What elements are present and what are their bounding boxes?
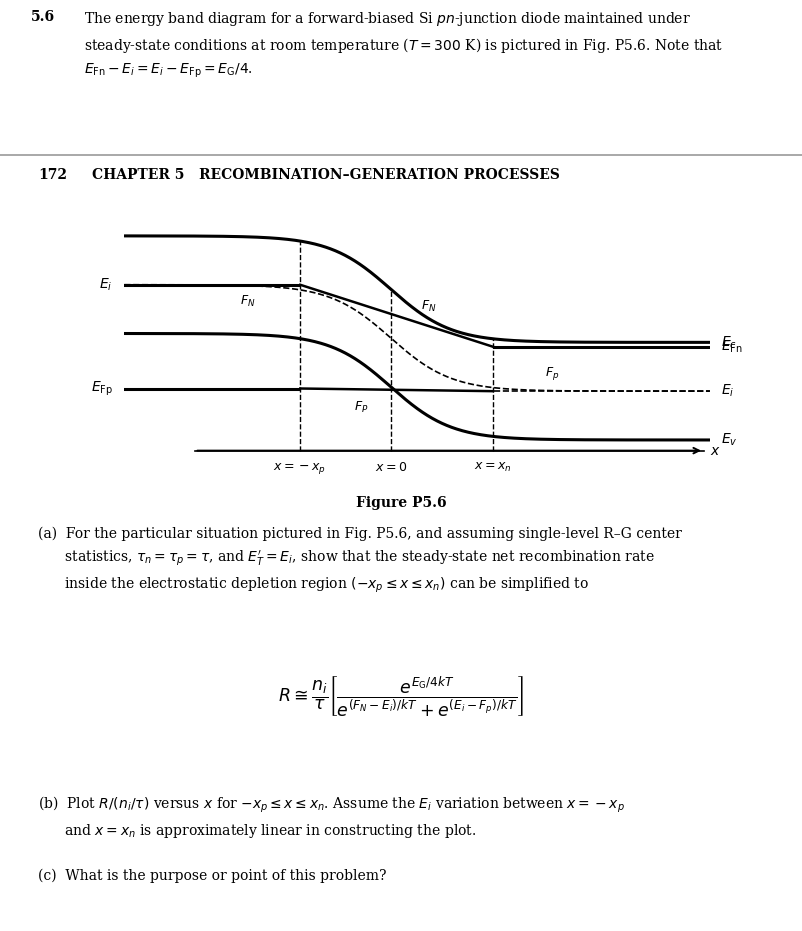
- Text: (a)  For the particular situation pictured in Fig. P5.6, and assuming single-lev: (a) For the particular situation picture…: [38, 527, 683, 595]
- Text: $E_{\rm Fn}$: $E_{\rm Fn}$: [722, 339, 743, 355]
- Text: $R \cong \dfrac{n_i}{\tau} \left[ \dfrac{e^{E_{\rm G}/4kT}}{e^{(F_N - E_i)/kT} +: $R \cong \dfrac{n_i}{\tau} \left[ \dfrac…: [278, 674, 524, 718]
- Text: $F_N$: $F_N$: [240, 293, 255, 309]
- Text: $x = 0$: $x = 0$: [375, 461, 407, 474]
- Text: $E_v$: $E_v$: [722, 432, 738, 448]
- Text: $E_{\rm Fp}$: $E_{\rm Fp}$: [91, 379, 112, 398]
- Text: $F_p$: $F_p$: [545, 365, 559, 383]
- Text: $E_c$: $E_c$: [722, 334, 738, 351]
- Text: $F_N$: $F_N$: [421, 299, 436, 314]
- Text: $E_i$: $E_i$: [99, 277, 112, 293]
- Text: $F_P$: $F_P$: [354, 400, 369, 415]
- Text: 172: 172: [38, 169, 67, 182]
- Text: (c)  What is the purpose or point of this problem?: (c) What is the purpose or point of this…: [38, 869, 387, 884]
- Text: $x$: $x$: [710, 443, 720, 458]
- Text: $x = -x_p$: $x = -x_p$: [273, 461, 326, 477]
- Text: The energy band diagram for a forward-biased Si $pn$-junction diode maintained u: The energy band diagram for a forward-bi…: [84, 10, 723, 80]
- Text: $x = x_n$: $x = x_n$: [475, 461, 512, 475]
- Text: Figure P5.6: Figure P5.6: [356, 495, 446, 510]
- Text: (b)  Plot $R/(n_i/\tau)$ versus $x$ for $-x_p \leq x \leq x_n$. Assume the $E_i$: (b) Plot $R/(n_i/\tau)$ versus $x$ for $…: [38, 794, 626, 840]
- Text: CHAPTER 5   RECOMBINATION–GENERATION PROCESSES: CHAPTER 5 RECOMBINATION–GENERATION PROCE…: [92, 169, 560, 182]
- Text: 5.6: 5.6: [30, 10, 55, 24]
- Text: $E_i$: $E_i$: [722, 383, 735, 399]
